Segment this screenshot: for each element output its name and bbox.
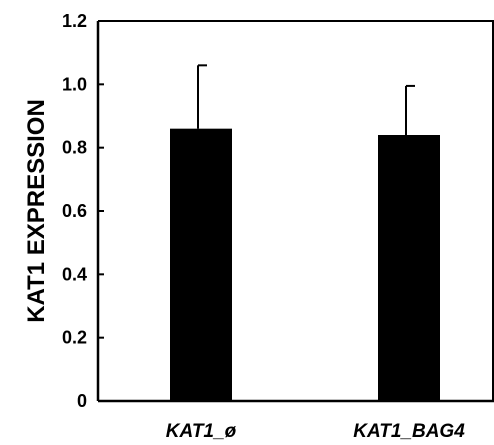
y-ticks: 0 0.2 0.4 0.6 0.8 1.0 1.2 (62, 11, 104, 411)
y-tick-label: 0 (77, 391, 87, 411)
y-tick-label: 0.4 (62, 264, 87, 284)
y-tick-label: 0.6 (62, 201, 87, 221)
y-tick-label: 0.2 (62, 328, 87, 348)
bars (170, 128, 440, 401)
y-tick-label: 0.8 (62, 138, 87, 158)
bar (378, 135, 440, 401)
bar (170, 128, 232, 401)
y-tick-label: 1.2 (62, 11, 87, 31)
x-tick-label: KAT1_ø (166, 421, 237, 442)
y-tick-label: 1.0 (62, 74, 87, 94)
error-bars (197, 64, 415, 135)
x-tick-label: KAT1_BAG4 (353, 421, 465, 442)
y-axis-title: KAT1 EXPRESSION (23, 99, 50, 323)
x-tick-labels: KAT1_ø KAT1_BAG4 (166, 421, 465, 442)
